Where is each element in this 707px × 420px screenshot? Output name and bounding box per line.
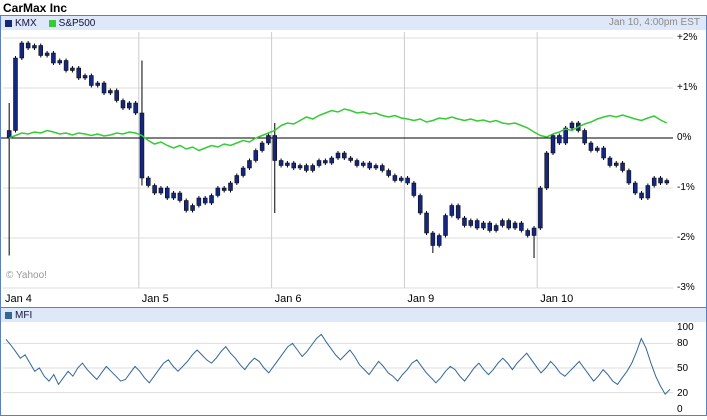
y-tick-label: -1% <box>677 182 695 193</box>
y-tick-label: -3% <box>677 282 695 293</box>
x-tick-label: Jan 9 <box>407 293 435 305</box>
main-legend-bar: KMX S&P500 Jan 10, 4:00pm EST <box>1 16 706 30</box>
y-tick-label: 50 <box>677 363 689 374</box>
y-tick-label: 0 <box>677 404 683 415</box>
legend-kmx-label: KMX <box>15 17 37 29</box>
legend-mfi-label: MFI <box>15 309 33 321</box>
y-tick-label: -2% <box>677 232 695 243</box>
x-tick-label: Jan 4 <box>5 293 32 305</box>
y-tick-label: 0% <box>677 132 692 143</box>
main-chart-svg <box>1 32 673 289</box>
y-tick-label: 100 <box>677 322 694 333</box>
legend-sp500-label: S&P500 <box>58 17 96 29</box>
kmx-series-swatch-icon <box>5 19 12 27</box>
main-chart-area[interactable]: +2% +1% 0% -1% -2% -3% © Yahoo! <box>1 30 706 293</box>
yahoo-watermark: © Yahoo! <box>6 270 47 281</box>
x-tick-label: Jan 6 <box>274 293 302 305</box>
legend-kmx[interactable]: KMX <box>5 18 37 29</box>
chart-panel: KMX S&P500 Jan 10, 4:00pm EST +2% +1% 0% -1… <box>0 15 707 416</box>
y-tick-label: +2% <box>677 32 698 43</box>
page-title: CarMax Inc <box>3 1 68 15</box>
y-tick-label: 80 <box>677 338 689 350</box>
mfi-series-swatch-icon <box>5 311 12 319</box>
mfi-chart-svg <box>3 333 673 396</box>
x-axis-labels: Jan 4 Jan 5 Jan 6 Jan 9 Jan 10 <box>1 291 706 307</box>
sp500-series-swatch-icon <box>48 19 56 27</box>
x-tick-label: Jan 10 <box>540 293 574 305</box>
mfi-legend-bar: MFI <box>1 307 706 322</box>
y-tick-label: +1% <box>677 82 698 93</box>
x-tick-label: Jan 5 <box>141 293 169 305</box>
legend-sp500[interactable]: S&P500 <box>48 17 96 29</box>
quote-timestamp: Jan 10, 4:00pm EST <box>608 17 700 28</box>
legend-mfi[interactable]: MFI <box>5 310 32 321</box>
y-tick-label: 20 <box>677 387 689 399</box>
mfi-chart-area[interactable]: 100 80 50 20 0 <box>1 322 706 415</box>
